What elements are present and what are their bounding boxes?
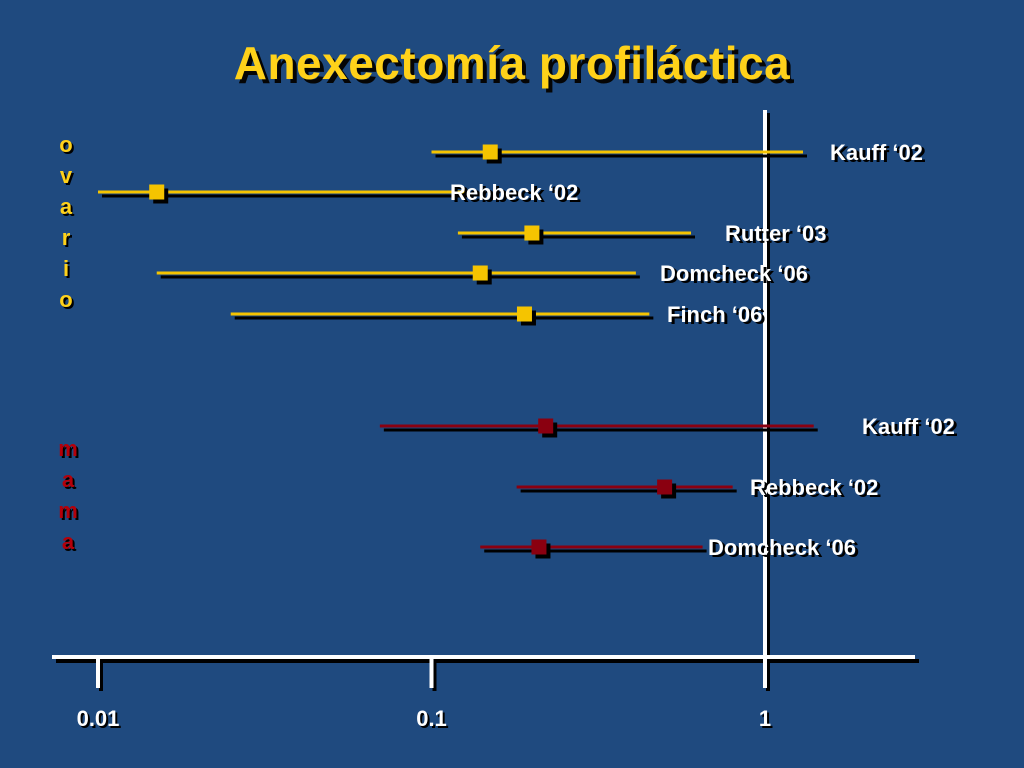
estimate-square bbox=[538, 418, 554, 434]
study-label: Rebbeck ‘02 bbox=[450, 180, 578, 205]
study-label: Kauff ‘02 bbox=[862, 414, 955, 439]
study-label-shadow: Finch ‘06 bbox=[670, 304, 765, 329]
slide-title: Anexectomía profiláctica bbox=[233, 37, 791, 89]
x-tick-label-shadow: 0.1 bbox=[418, 708, 449, 733]
group-label-letter: a bbox=[59, 194, 73, 219]
group-label-letter: a bbox=[61, 467, 75, 492]
study-label: Domcheck ‘06 bbox=[708, 535, 856, 560]
study-label-shadow: Domcheck ‘06 bbox=[711, 537, 859, 562]
group-label-letter: o bbox=[59, 287, 73, 312]
group-label-letter: r bbox=[61, 225, 71, 250]
study-label-shadow: Domcheck ‘06 bbox=[663, 263, 811, 288]
estimate-square bbox=[531, 539, 547, 555]
estimate-square bbox=[149, 184, 165, 200]
estimate-square bbox=[657, 479, 673, 495]
group-label-letter: v bbox=[59, 163, 73, 188]
study-label-shadow: Kauff ‘02 bbox=[833, 142, 926, 167]
x-tick-label: 1 bbox=[759, 706, 771, 731]
estimate-square bbox=[524, 225, 540, 241]
study-label-shadow: Kauff ‘02 bbox=[865, 416, 958, 441]
estimate-square bbox=[472, 265, 488, 281]
study-label: Rutter ‘03 bbox=[725, 221, 826, 246]
x-tick-label: 0.01 bbox=[77, 706, 120, 731]
study-label-shadow: Rebbeck ‘02 bbox=[753, 477, 881, 502]
study-label: Rebbeck ‘02 bbox=[750, 475, 878, 500]
study-label-shadow: Rutter ‘03 bbox=[728, 223, 829, 248]
study-label: Domcheck ‘06 bbox=[660, 261, 808, 286]
study-label: Kauff ‘02 bbox=[830, 140, 923, 165]
x-tick-label-shadow: 0.01 bbox=[79, 708, 122, 733]
group-label-letter: m bbox=[58, 436, 78, 461]
x-tick-label: 0.1 bbox=[416, 706, 447, 731]
estimate-square bbox=[516, 306, 532, 322]
group-label-letter: a bbox=[61, 529, 75, 554]
study-label: Finch ‘06 bbox=[667, 302, 762, 327]
study-label-shadow: Rebbeck ‘02 bbox=[453, 182, 581, 207]
group-label-letter: i bbox=[62, 256, 70, 281]
x-tick-label-shadow: 1 bbox=[761, 708, 773, 733]
group-label-letter: o bbox=[59, 132, 73, 157]
estimate-square bbox=[482, 144, 498, 160]
group-label-letter: m bbox=[58, 498, 78, 523]
